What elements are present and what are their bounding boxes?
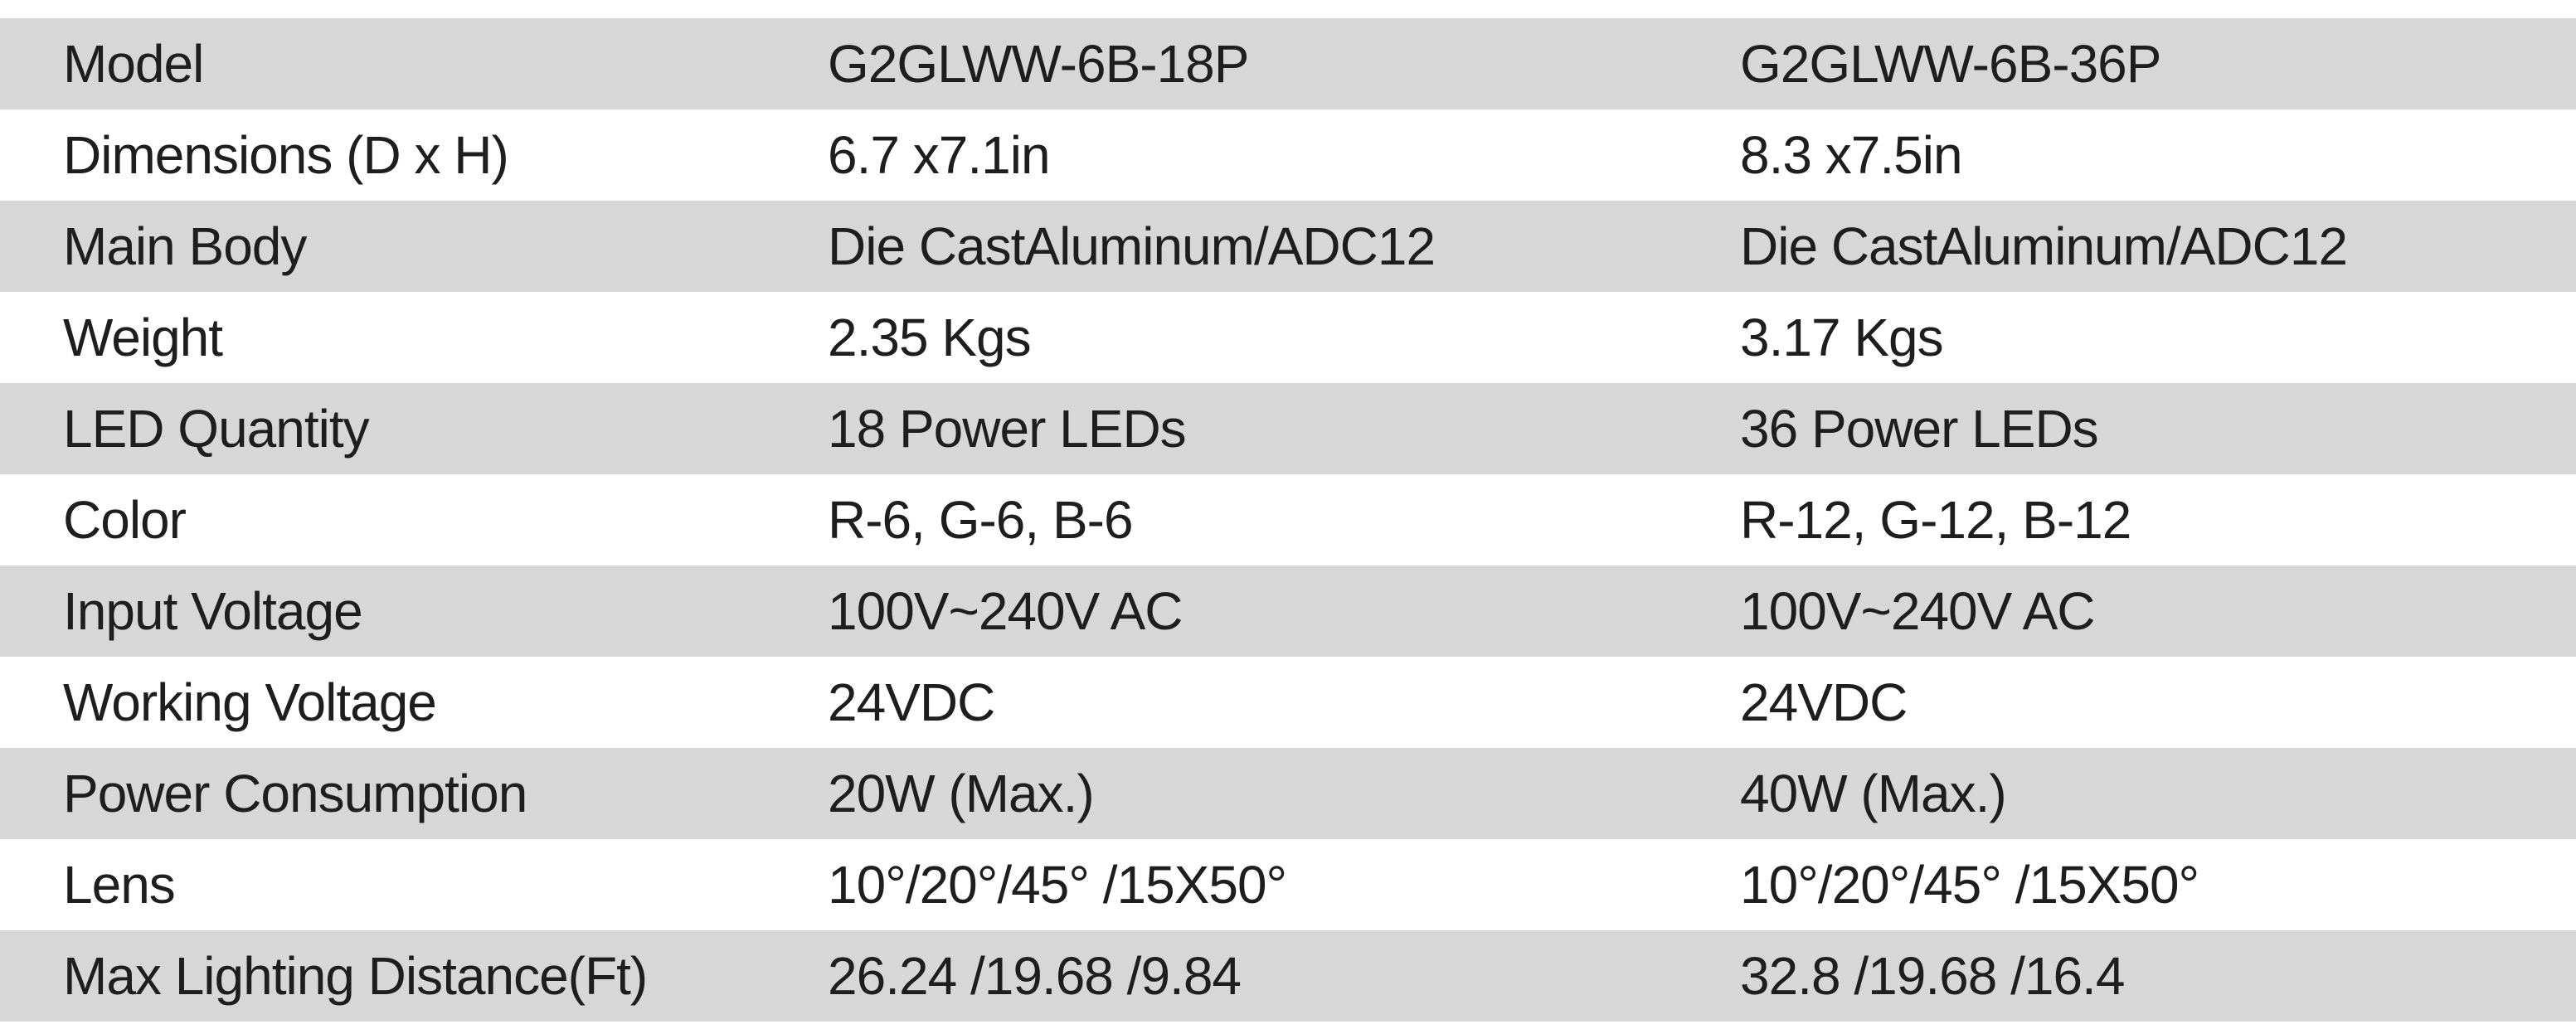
value-18p: 10°/20°/45° /15X50° bbox=[828, 855, 1287, 915]
row-label: LED Quantity bbox=[63, 399, 370, 459]
value-36p: 32.8 /19.68 /16.4 bbox=[1740, 946, 2125, 1006]
value-36p: 36 Power LEDs bbox=[1740, 399, 2099, 459]
table-row-dimensions: Dimensions (D x H) 6.7 x7.1in 8.3 x7.5in bbox=[0, 109, 2576, 201]
value-18p: R-6, G-6, B-6 bbox=[828, 490, 1134, 550]
table-row-led-quantity: LED Quantity 18 Power LEDs 36 Power LEDs bbox=[0, 383, 2576, 474]
value-18p: Die CastAluminum/ADC12 bbox=[828, 216, 1436, 276]
row-label: Input Voltage bbox=[63, 581, 363, 641]
table-row-power-consumption: Power Consumption 20W (Max.) 40W (Max.) bbox=[0, 748, 2576, 839]
value-36p: 8.3 x7.5in bbox=[1740, 125, 1963, 185]
value-36p: R-12, G-12, B-12 bbox=[1740, 490, 2131, 550]
table-row-lens: Lens 10°/20°/45° /15X50° 10°/20°/45° /15… bbox=[0, 839, 2576, 930]
table-row-working-voltage: Working Voltage 24VDC 24VDC bbox=[0, 657, 2576, 748]
row-label: Main Body bbox=[63, 216, 307, 276]
table-row-model: Model G2GLWW-6B-18P G2GLWW-6B-36P bbox=[0, 18, 2576, 109]
table-row-weight: Weight 2.35 Kgs 3.17 Kgs bbox=[0, 292, 2576, 383]
row-label: Max Lighting Distance(Ft) bbox=[63, 946, 648, 1006]
value-36p: 10°/20°/45° /15X50° bbox=[1740, 855, 2199, 915]
value-36p: G2GLWW-6B-36P bbox=[1740, 34, 2161, 94]
table-row-max-lighting-distance: Max Lighting Distance(Ft) 26.24 /19.68 /… bbox=[0, 930, 2576, 1022]
spec-table: Model G2GLWW-6B-18P G2GLWW-6B-36P Dimens… bbox=[0, 18, 2576, 1022]
value-36p: 3.17 Kgs bbox=[1740, 308, 1944, 367]
row-label: Dimensions (D x H) bbox=[63, 125, 509, 185]
row-label: Power Consumption bbox=[63, 764, 527, 823]
row-label: Working Voltage bbox=[63, 672, 437, 732]
value-18p: 18 Power LEDs bbox=[828, 399, 1187, 459]
value-36p: Die CastAluminum/ADC12 bbox=[1740, 216, 2348, 276]
value-18p: G2GLWW-6B-18P bbox=[828, 34, 1249, 94]
table-row-input-voltage: Input Voltage 100V~240V AC 100V~240V AC bbox=[0, 565, 2576, 657]
row-label: Model bbox=[63, 34, 204, 94]
value-18p: 100V~240V AC bbox=[828, 581, 1183, 641]
value-18p: 26.24 /19.68 /9.84 bbox=[828, 946, 1242, 1006]
value-18p: 20W (Max.) bbox=[828, 764, 1095, 823]
value-36p: 24VDC bbox=[1740, 672, 1908, 732]
row-label: Lens bbox=[63, 855, 176, 915]
row-label: Weight bbox=[63, 308, 223, 367]
table-row-color: Color R-6, G-6, B-6 R-12, G-12, B-12 bbox=[0, 474, 2576, 565]
row-label: Color bbox=[63, 490, 187, 550]
value-18p: 2.35 Kgs bbox=[828, 308, 1032, 367]
value-18p: 6.7 x7.1in bbox=[828, 125, 1051, 185]
value-36p: 100V~240V AC bbox=[1740, 581, 2095, 641]
value-18p: 24VDC bbox=[828, 672, 995, 732]
table-row-main-body: Main Body Die CastAluminum/ADC12 Die Cas… bbox=[0, 201, 2576, 292]
value-36p: 40W (Max.) bbox=[1740, 764, 2007, 823]
